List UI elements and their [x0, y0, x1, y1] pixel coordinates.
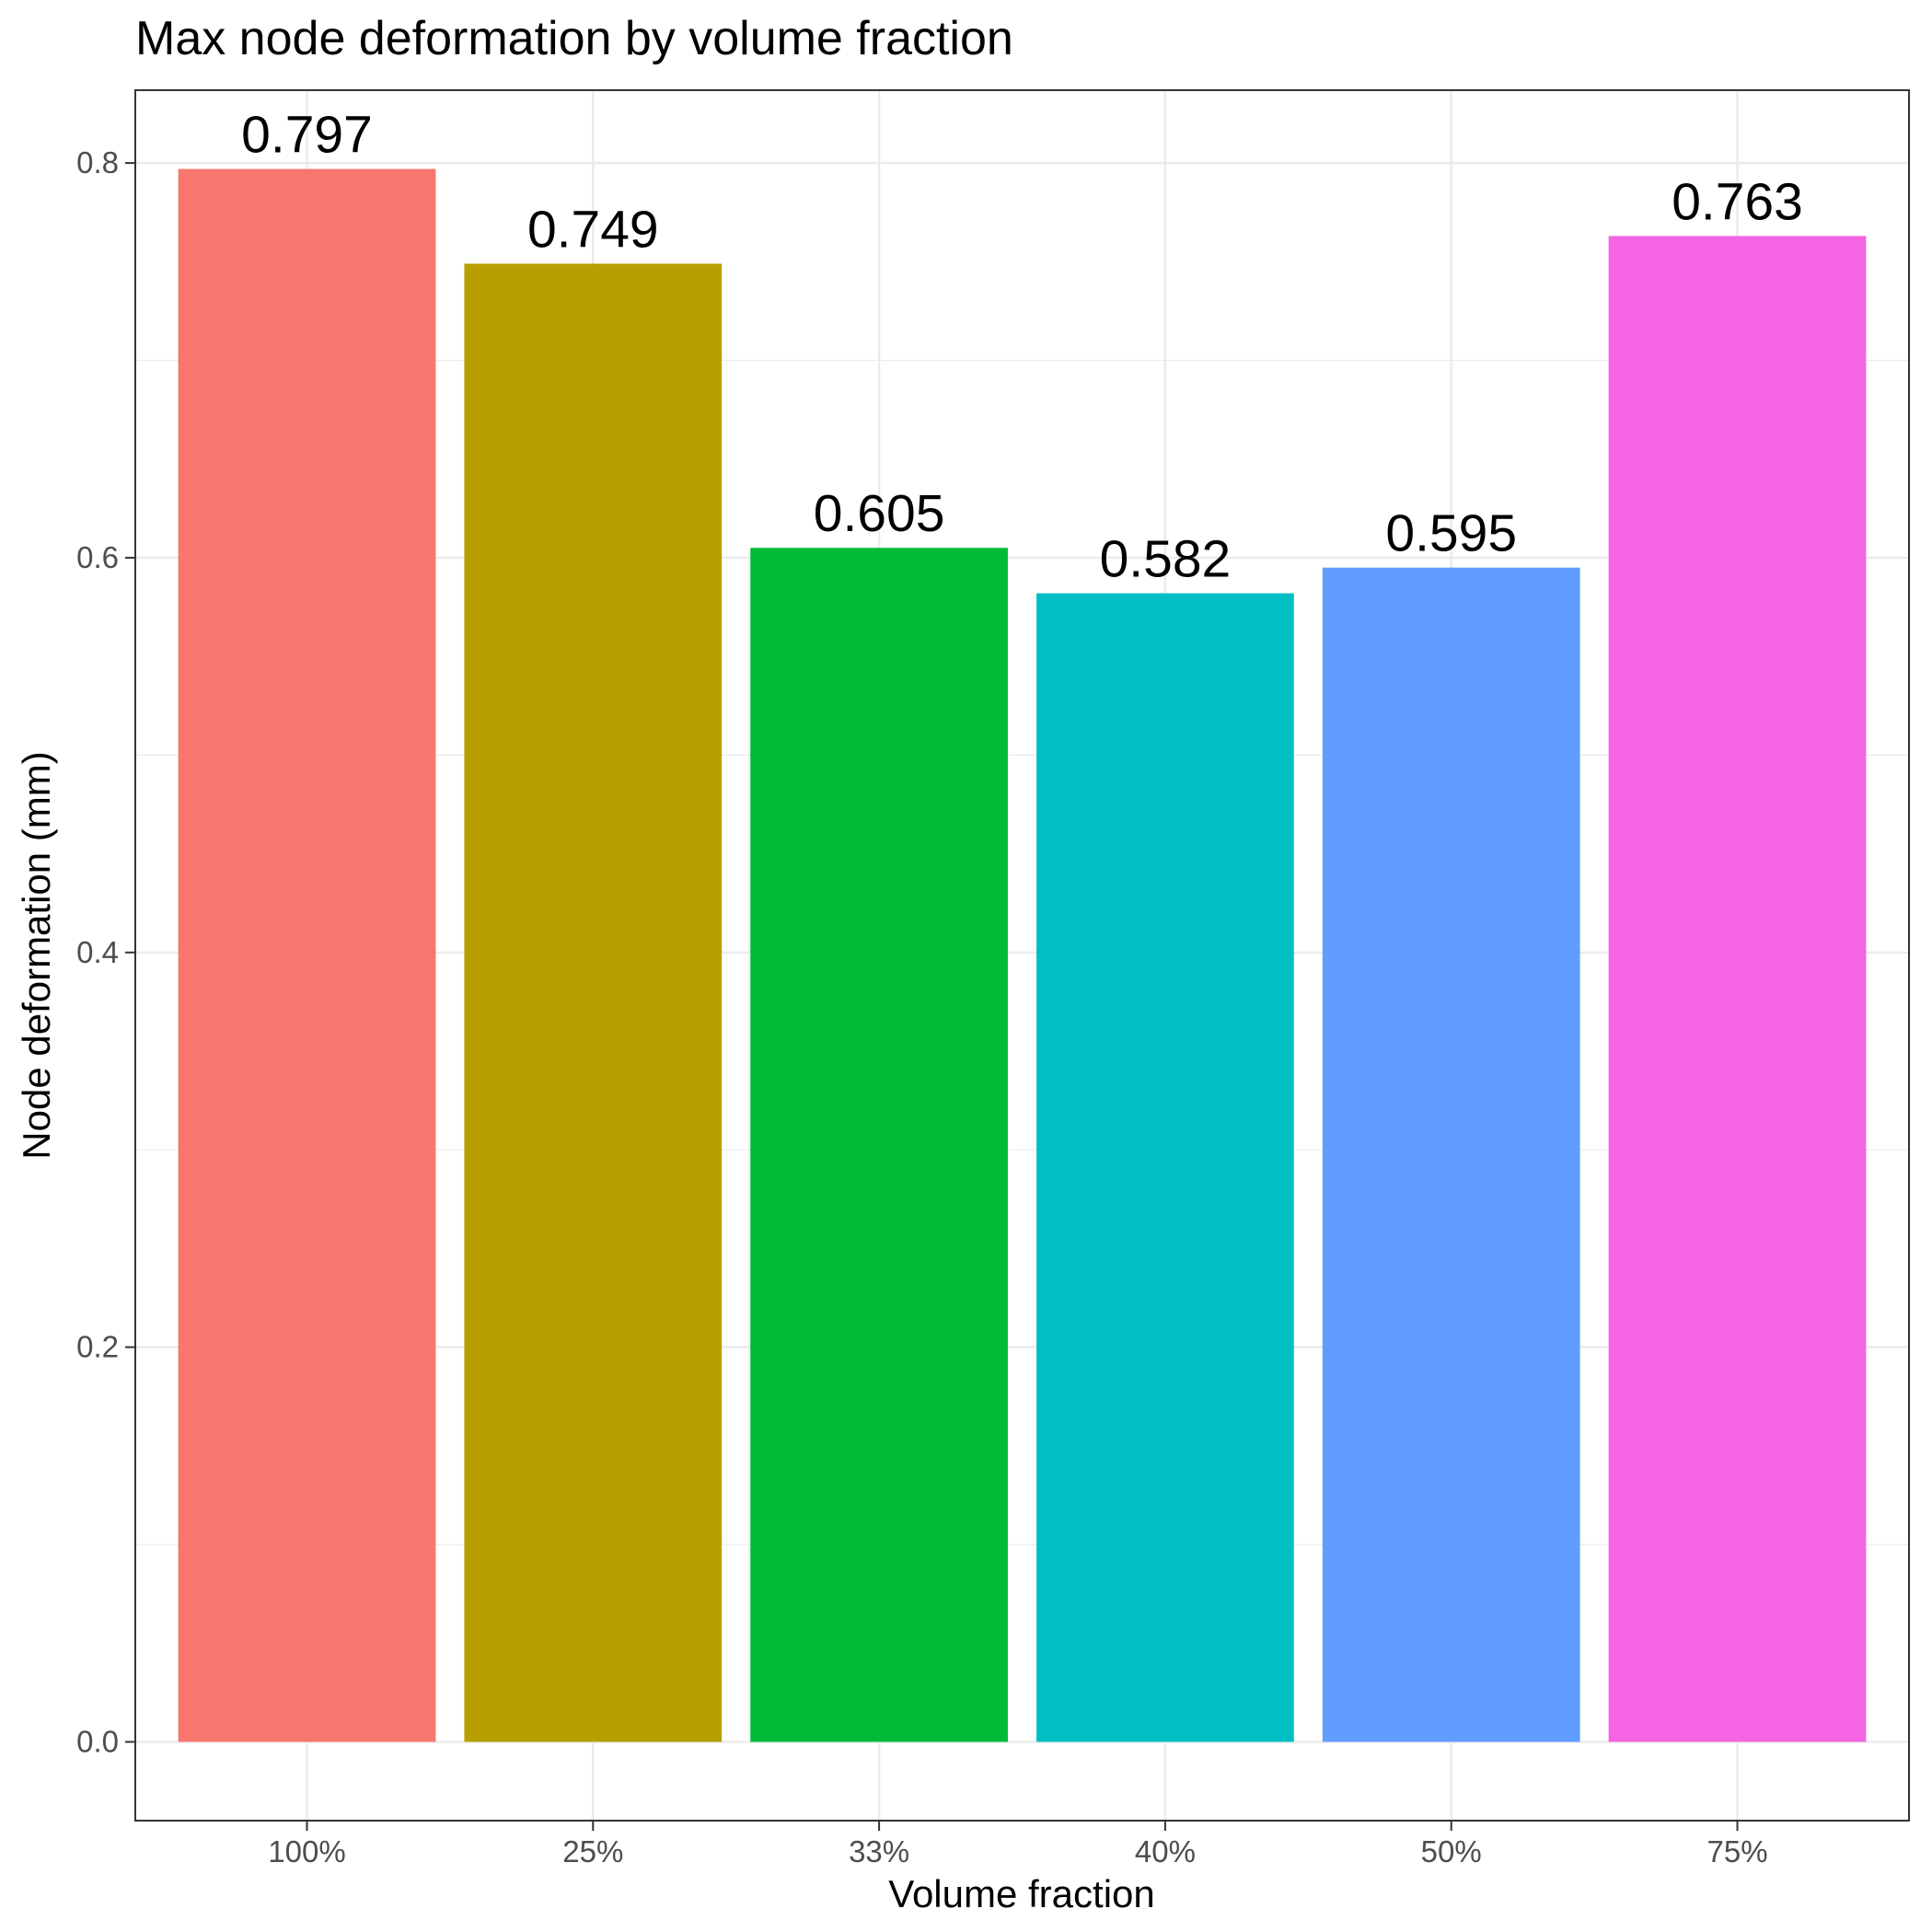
bar-50pct — [1322, 567, 1580, 1742]
data-label: 0.749 — [527, 200, 659, 259]
bars — [178, 168, 1867, 1742]
x-axis-title: Volume fraction — [888, 1872, 1155, 1915]
y-axis: 0.0 0.2 0.4 0.6 0.8 — [76, 145, 135, 1758]
bar-33pct — [750, 548, 1008, 1742]
y-tick-label: 0.4 — [76, 935, 119, 969]
y-tick-label: 0.2 — [76, 1330, 119, 1364]
y-tick-label: 0.6 — [76, 540, 119, 574]
x-axis: 100% 25% 33% 40% 50% 75% — [268, 1821, 1768, 1868]
data-label: 0.797 — [241, 106, 373, 165]
data-label: 0.582 — [1100, 530, 1232, 589]
bar-75pct — [1608, 236, 1867, 1742]
bar-100pct — [178, 168, 436, 1742]
x-tick-label: 100% — [268, 1834, 345, 1868]
x-tick-label: 25% — [562, 1834, 623, 1868]
panel-border — [134, 89, 1910, 1822]
x-tick-label: 33% — [849, 1834, 909, 1868]
y-tick-label: 0.0 — [76, 1724, 119, 1758]
x-tick-label: 75% — [1706, 1834, 1767, 1868]
data-label: 0.605 — [814, 484, 945, 543]
x-tick-label: 50% — [1421, 1834, 1482, 1868]
bar-25pct — [464, 263, 723, 1742]
chart-title: Max node deformation by volume fraction — [135, 12, 1013, 65]
bar-40pct — [1036, 593, 1294, 1742]
y-tick-label: 0.8 — [76, 145, 119, 179]
data-labels: 0.797 0.749 0.605 0.582 0.595 0.763 — [241, 106, 1803, 589]
x-tick-label: 40% — [1135, 1834, 1196, 1868]
data-label: 0.595 — [1385, 504, 1517, 563]
y-axis-title: Node deformation (mm) — [15, 751, 58, 1159]
plot-panel: 0.797 0.749 0.605 0.582 0.595 0.763 — [134, 89, 1910, 1822]
data-label: 0.763 — [1672, 172, 1803, 231]
